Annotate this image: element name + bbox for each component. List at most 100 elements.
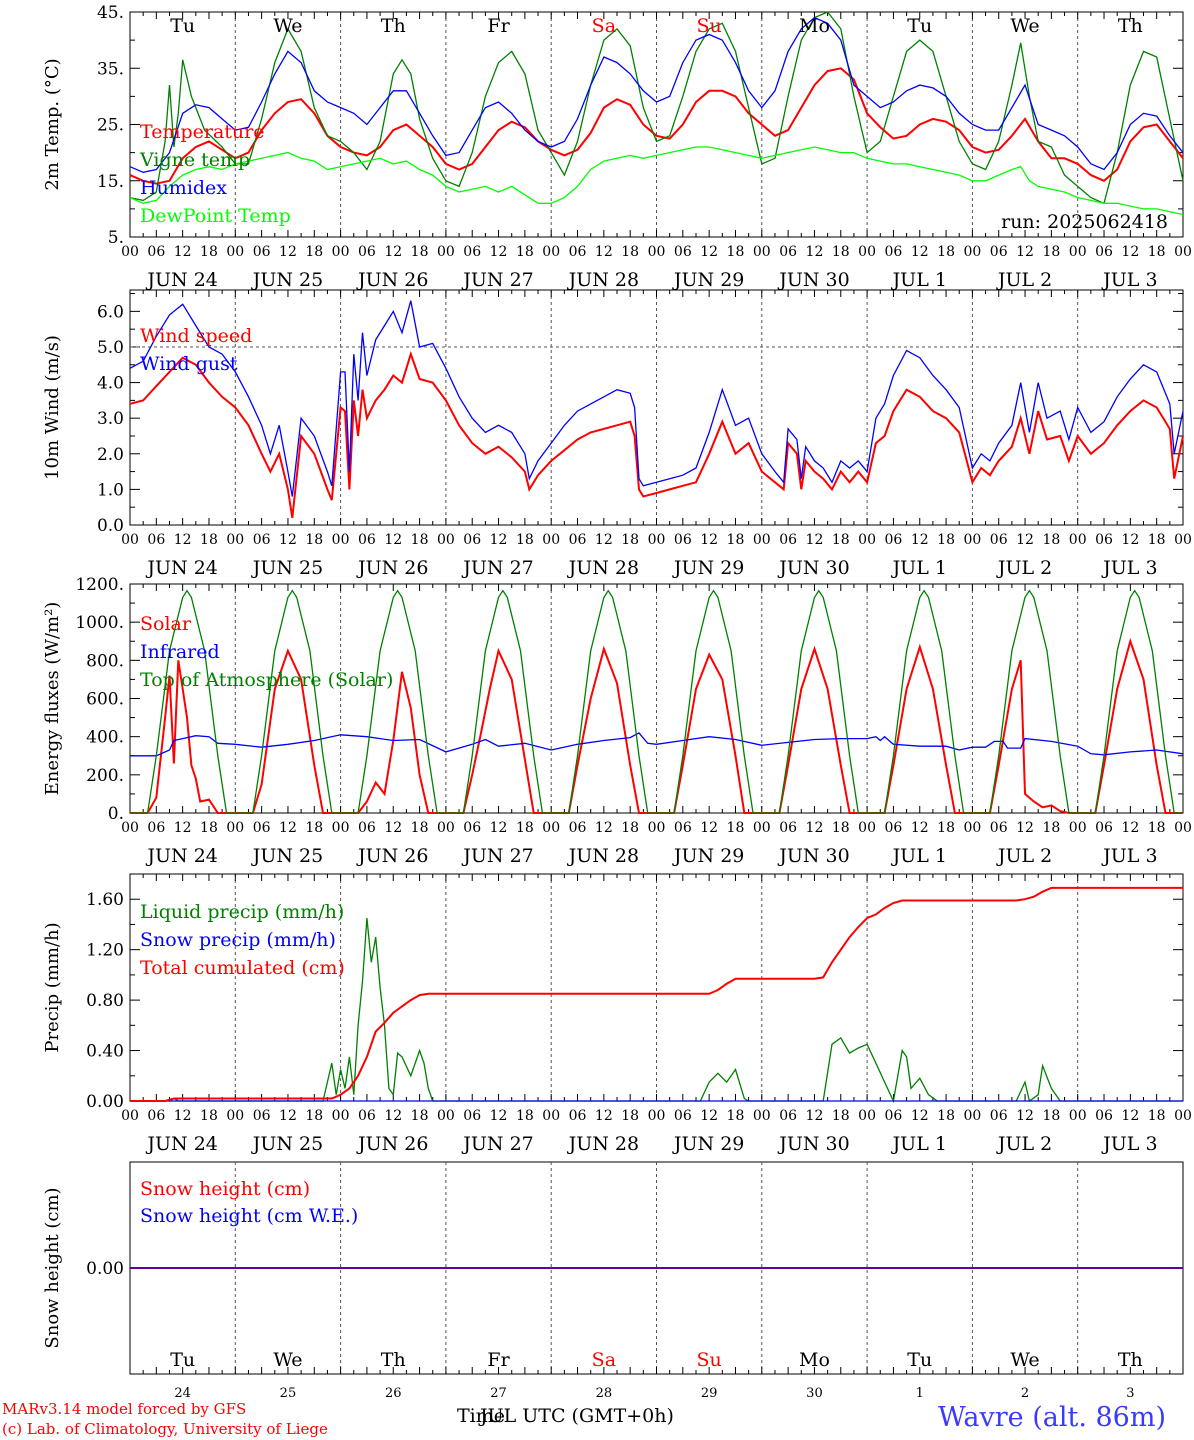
hour-label: 00 [753,1108,771,1124]
legend-entry: DewPoint Temp [140,205,291,227]
day-number-label: 27 [490,1386,507,1401]
date-label: JUN 27 [461,1133,533,1155]
series-line-liquid-precip-mm-h- [130,918,1183,1104]
hour-label: 00 [648,820,666,836]
hour-label: 00 [437,532,455,548]
hour-label: 00 [542,1108,560,1124]
hour-label: 06 [463,244,481,260]
hour-label: 12 [806,244,824,260]
hour-label: 18 [621,1108,639,1124]
weekday-label: We [273,15,302,37]
date-label: JUL 2 [996,269,1052,291]
hour-label: 18 [1148,1108,1166,1124]
y-tick-label: 1200. [75,575,124,595]
hour-label: 00 [332,1108,350,1124]
weekday-label: Th [1118,1349,1143,1371]
date-label: JUN 28 [567,269,639,291]
hour-label: 00 [542,244,560,260]
hour-label: 06 [147,244,165,260]
series-line-dewpoint-temp [129,146,1184,216]
hour-label: 12 [384,1108,402,1124]
hour-label: 12 [1121,1108,1139,1124]
hour-label: 12 [174,532,192,548]
hour-label: 12 [1016,532,1034,548]
hour-label: 12 [1121,244,1139,260]
hour-label: 18 [1042,244,1060,260]
date-label: JUN 29 [672,557,744,579]
date-label: JUN 27 [461,845,533,867]
legend-entry: Snow height (cm W.E.) [140,1205,358,1227]
hour-label: 00 [332,820,350,836]
hour-label: 06 [569,244,587,260]
hour-label: 00 [858,1108,876,1124]
hour-label: 00 [1069,244,1087,260]
hour-label: 12 [1016,1108,1034,1124]
hour-label: 06 [463,532,481,548]
hour-label: 12 [700,244,718,260]
hour-label: 00 [226,820,244,836]
hour-label: 00 [437,820,455,836]
y-axis-label: Snow height (cm) [42,1187,63,1348]
lab-credit: (c) Lab. of Climatology, University of L… [2,1420,328,1438]
date-label: JUL 1 [891,845,947,867]
hour-label: 18 [1148,244,1166,260]
hour-label: 00 [753,532,771,548]
legend-entry: Snow precip (mm/h) [140,929,336,951]
hour-label: 06 [1095,820,1113,836]
y-tick-label: 3.0 [97,409,124,429]
legend-entry: Temperature [140,121,264,143]
hour-label: 12 [1016,244,1034,260]
hour-label: 06 [569,1108,587,1124]
hour-label: 06 [569,820,587,836]
date-label: JUN 26 [356,1133,428,1155]
series-line-wind-gust [129,300,1184,497]
day-number-label: 29 [701,1386,718,1401]
run-label: run: 2025062418 [1001,211,1168,233]
hour-label: 18 [1148,820,1166,836]
hour-label: 00 [121,532,139,548]
series-line-total-cumulated-cm- [130,886,1183,1102]
weekday-label: Mo [799,15,830,37]
hour-label: 00 [1069,532,1087,548]
hour-label: 06 [885,532,903,548]
hour-label: 06 [779,1108,797,1124]
hour-label: 18 [411,244,429,260]
date-label: JUN 25 [251,557,323,579]
hour-label: 12 [911,1108,929,1124]
y-axis-label: Energy fluxes (W/m²) [42,602,63,796]
date-label: JUN 24 [145,269,217,291]
hour-label: 00 [1069,820,1087,836]
weekday-label: Su [697,1349,722,1371]
hour-label: 06 [674,1108,692,1124]
series-line-infrared [130,732,1184,757]
weekday-label: Su [697,15,722,37]
date-label: JUL 2 [996,557,1052,579]
date-label: JUN 25 [251,845,323,867]
y-tick-label: 2.0 [97,445,124,465]
hour-label: 12 [174,244,192,260]
day-number-label: 2 [1021,1386,1029,1401]
weekday-label: Fr [487,15,510,37]
date-label: JUL 2 [996,845,1052,867]
series-line-top-of-atmosphere-solar- [130,589,1183,814]
hour-label: 12 [384,532,402,548]
date-label: JUN 30 [777,845,849,867]
legend-entry: Vigne temp [139,149,250,171]
y-tick-label: 25. [97,116,124,136]
date-label: JUN 25 [251,269,323,291]
hour-label: 00 [1174,244,1192,260]
series-line-wind-speed [129,350,1184,519]
date-label: JUN 24 [145,845,217,867]
hour-label: 18 [411,532,429,548]
weekday-label: Sa [592,1349,616,1371]
series-line-solar [130,637,1183,814]
hour-label: 06 [674,532,692,548]
hour-label: 18 [516,532,534,548]
hour-label: 06 [779,532,797,548]
hour-label: 00 [963,820,981,836]
hour-label: 00 [1174,1108,1192,1124]
hour-label: 06 [358,1108,376,1124]
hour-label: 18 [200,1108,218,1124]
hour-label: 00 [542,820,560,836]
